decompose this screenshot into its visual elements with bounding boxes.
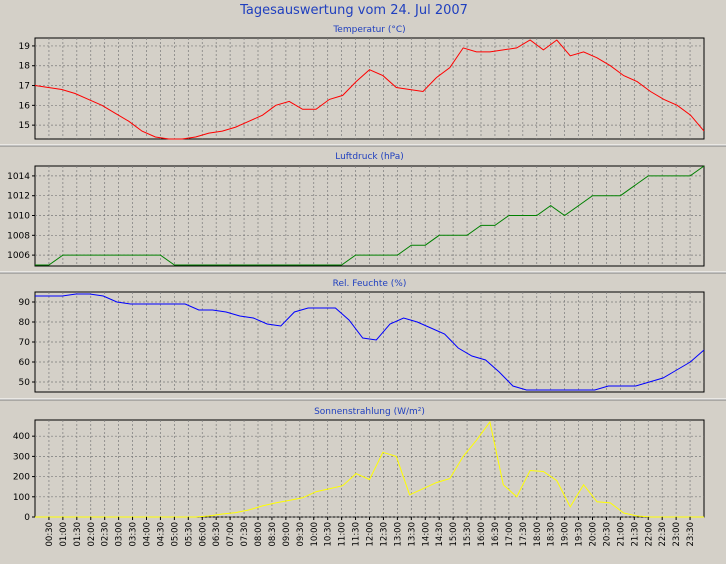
x-tick-label: 00:30 [45,522,55,547]
x-tick-label: 05:00 [170,522,180,547]
page-title: Tagesauswertung vom 24. Jul 2007 [239,3,468,18]
x-tick-label: 14:30 [435,522,445,547]
x-tick-label: 15:00 [449,522,459,547]
y-tick-label: 15 [19,121,30,131]
y-tick-label: 17 [19,82,30,92]
y-tick-label: 1012 [7,192,30,202]
y-tick-label: 19 [19,42,31,52]
x-tick-label: 05:30 [184,522,194,547]
x-tick-label: 17:30 [519,522,529,547]
x-tick-label: 02:30 [101,522,111,547]
x-tick-label: 01:30 [73,522,83,547]
y-tick-label: 1008 [7,231,30,241]
y-tick-label: 80 [19,318,31,328]
panel-title: Rel. Feuchte (%) [333,279,407,289]
x-tick-label: 10:30 [324,522,334,547]
x-tick-label: 19:00 [561,522,571,547]
series-line [35,165,705,266]
x-tick-label: 21:00 [616,522,626,547]
x-tick-label: 01:00 [59,522,69,547]
x-tick-label: 08:00 [254,522,264,547]
y-tick-label: 16 [19,101,31,111]
y-tick-label: 0 [24,513,30,523]
x-axis: 00:30 01:00 01:30 02:00 02:30 03:00 03:30 04:00… [45,517,696,547]
x-tick-label: 12:30 [379,522,389,547]
y-tick-label: 70 [19,338,31,348]
chart-panel: Temperatur (°C) 15 16 17 18 19 [0,25,726,147]
chart-panel: Sonnenstrahlung (W/m²) 0 100 200 300 400 [13,407,705,523]
x-tick-label: 09:00 [282,522,292,547]
x-tick-label: 20:30 [602,522,612,547]
y-tick-label: 1006 [7,251,30,261]
y-tick-label: 50 [19,378,31,388]
x-tick-label: 03:30 [129,522,139,547]
x-tick-label: 21:30 [630,522,640,547]
y-tick-label: 100 [13,493,30,503]
x-tick-label: 19:30 [575,522,585,547]
x-tick-label: 15:30 [463,522,473,547]
x-tick-label: 18:00 [533,522,543,547]
x-tick-label: 20:00 [589,522,599,547]
panel-title: Sonnenstrahlung (W/m²) [314,407,425,417]
chart-panel: Luftdruck (hPa) 1006 1008 1010 1012 1014 [0,152,726,274]
x-tick-label: 17:00 [505,522,515,547]
x-tick-label: 14:00 [421,522,431,547]
x-tick-label: 06:00 [198,522,208,547]
x-tick-label: 16:30 [491,522,501,547]
x-tick-label: 13:30 [407,522,417,547]
x-tick-label: 04:00 [143,522,153,547]
x-tick-label: 03:00 [115,522,125,547]
y-tick-label: 1014 [7,172,30,182]
x-tick-label: 13:00 [393,522,403,547]
y-tick-label: 400 [13,432,30,442]
x-tick-label: 23:30 [686,522,696,547]
x-tick-label: 07:30 [240,522,250,547]
x-tick-label: 10:00 [310,522,320,547]
x-tick-label: 23:00 [672,522,682,547]
x-tick-label: 16:00 [477,522,487,547]
chart-panels: Temperatur (°C) 15 16 17 18 19 Luftdruck (hPa)… [0,25,726,523]
x-tick-label: 04:30 [156,522,166,547]
y-tick-label: 1010 [7,212,30,222]
x-tick-label: 02:00 [87,522,97,547]
x-tick-label: 22:30 [658,522,668,547]
x-tick-label: 22:00 [644,522,654,547]
y-tick-label: 300 [13,452,30,462]
y-tick-label: 18 [19,62,31,72]
x-tick-label: 12:00 [366,522,376,547]
x-tick-label: 11:00 [338,522,348,547]
y-tick-label: 200 [13,473,30,483]
panel-title: Temperatur (°C) [332,25,405,35]
x-tick-label: 09:30 [296,522,306,547]
x-tick-label: 11:30 [352,522,362,547]
y-tick-label: 60 [19,358,31,368]
x-tick-label: 07:00 [226,522,236,547]
y-tick-label: 90 [19,298,31,308]
series-line [35,293,705,391]
chart-panel: Rel. Feuchte (%) 50 60 70 80 90 [0,279,726,401]
series-line [34,39,705,140]
x-tick-label: 08:30 [268,522,278,547]
x-tick-label: 18:30 [547,522,557,547]
panel-title: Luftdruck (hPa) [335,152,404,162]
x-tick-label: 06:30 [212,522,222,547]
